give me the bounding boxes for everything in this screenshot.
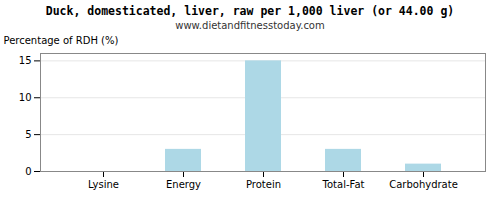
svg-text:Energy: Energy — [166, 179, 201, 190]
html-text:Duck, domesticated, liver, raw: Duck, domesticated, liver, raw per 1,000… — [45, 4, 455, 18]
html-text:www.dietandfitnesstoday.com: www.dietandfitnesstoday.com — [175, 20, 325, 31]
svg-text:Percentage of RDH (%): Percentage of RDH (%) — [4, 35, 119, 46]
svg-text:10: 10 — [19, 92, 32, 103]
svg-text:15: 15 — [19, 55, 32, 66]
svg-text:0: 0 — [25, 166, 31, 177]
svg-text:Total-Fat: Total-Fat — [322, 179, 365, 190]
svg-text:Protein: Protein — [246, 179, 281, 190]
svg-text:Lysine: Lysine — [88, 179, 119, 190]
svg-text:5: 5 — [25, 129, 31, 140]
svg-text:Carbohydrate: Carbohydrate — [389, 179, 458, 190]
